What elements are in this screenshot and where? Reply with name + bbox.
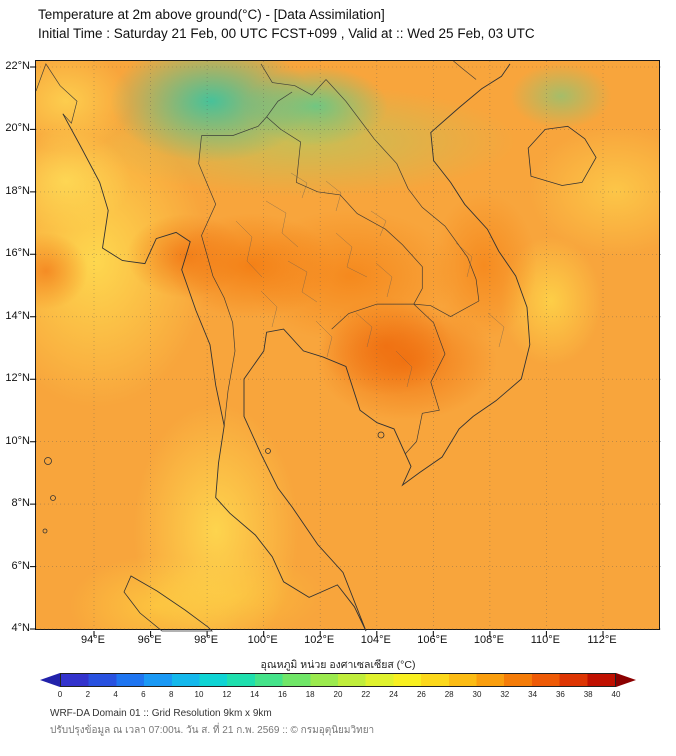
colorbar-tick: 28 [444, 690, 454, 699]
lat-tick-label: 12°N [5, 372, 30, 385]
golden-triangle-border [201, 116, 267, 136]
colorbar-tick: 0 [57, 690, 63, 699]
colorbar-tick: 26 [416, 690, 426, 699]
india-myanmar-border [35, 63, 78, 124]
colorbar-tick: 20 [333, 690, 343, 699]
mainland-coastline [62, 63, 531, 632]
lon-tick-label: 98°E [194, 634, 219, 646]
thailand-cambodia-border [331, 303, 414, 330]
lat-tick-label: 16°N [5, 247, 30, 260]
colorbar-gradient [60, 673, 616, 687]
china-vietnam-border [453, 60, 477, 80]
colorbar-tick-labels: 0 2 4 6 8 10 12 14 16 18 20 22 24 26 28 … [57, 690, 621, 700]
laos-vietnam-border [325, 79, 480, 302]
colorbar-tick: 14 [250, 690, 260, 699]
province-boundaries [235, 172, 505, 388]
koh-samui-island [265, 448, 271, 454]
andaman-island [50, 495, 56, 501]
colorbar-under-arrow [40, 673, 60, 687]
graticule-grid [36, 61, 661, 631]
axis-ticks [30, 66, 604, 637]
temperature-field [36, 61, 659, 629]
colorbar-tick: 32 [500, 690, 510, 699]
map-subtitle: Initial Time : Saturday 21 Feb, 00 UTC F… [38, 26, 535, 41]
lat-tick-label: 14°N [5, 309, 30, 322]
map-canvas [30, 60, 661, 637]
lat-tick-label: 20°N [5, 122, 30, 135]
lon-tick-label: 106°E [417, 634, 448, 646]
colorbar-over-arrow [616, 673, 636, 687]
lat-tick-label: 10°N [5, 434, 30, 447]
lat-tick-label: 18°N [5, 184, 30, 197]
laos-cambodia-border [413, 300, 480, 317]
colorbar-tick: 38 [583, 690, 593, 699]
colorbar-tick: 4 [113, 690, 118, 699]
colorbar-tick: 34 [528, 690, 538, 699]
lon-tick-label: 104°E [360, 634, 391, 646]
lon-tick-label: 110°E [530, 634, 561, 646]
myanmar-thailand-border [198, 135, 236, 426]
colorbar-tick: 36 [555, 690, 565, 699]
colorbar-tick: 6 [141, 690, 146, 699]
colorbar-tick: 16 [277, 690, 287, 699]
lat-tick-label: 8°N [11, 497, 30, 510]
footer-domain-info: WRF-DA Domain 01 :: Grid Resolution 9km … [50, 708, 272, 719]
map-title: Temperature at 2m above ground(°C) - [Da… [38, 7, 385, 22]
longitude-axis: 94°E 96°E 98°E 100°E 102°E 104°E 106°E 1… [35, 634, 660, 648]
thailand-laos-border [266, 116, 423, 305]
lon-tick-label: 112°E [587, 634, 617, 646]
lon-tick-label: 108°E [473, 634, 504, 646]
lat-tick-label: 6°N [11, 559, 30, 572]
colorbar-tick: 2 [85, 690, 91, 699]
colorbar-tick: 12 [222, 690, 232, 699]
colorbar-tick: 18 [305, 690, 315, 699]
china-laos-myanmar-border [260, 63, 327, 96]
andaman-island [44, 457, 52, 465]
lon-tick-label: 94°E [81, 634, 105, 646]
colorbar-tick: 8 [168, 690, 174, 699]
lon-tick-label: 96°E [137, 634, 162, 646]
latitude-axis: 22°N 20°N 18°N 16°N 14°N 12°N 10°N 8°N 6… [0, 60, 33, 634]
map-borders-overlay [30, 60, 661, 637]
colorbar [40, 673, 636, 687]
lon-tick-label: 102°E [304, 634, 335, 646]
sumatra-coastline [123, 575, 213, 632]
lat-tick-label: 4°N [11, 622, 30, 634]
colorbar-tick: 22 [361, 690, 371, 699]
cambodia-vietnam-border [405, 303, 446, 455]
colorbar-tick: 10 [194, 690, 204, 699]
lon-tick-label: 100°E [247, 634, 278, 646]
phu-quoc-island [377, 431, 385, 439]
lat-tick-label: 22°N [5, 60, 30, 72]
nicobar-island [42, 528, 48, 534]
colorbar-tick: 40 [611, 690, 621, 699]
hainan-island-outline [527, 125, 597, 186]
colorbar-title: อุณหภูมิ หน่วย องศาเซลเซียส (°C) [260, 659, 416, 671]
colorbar-tick: 24 [389, 690, 399, 699]
colorbar-tick: 30 [472, 690, 482, 699]
myanmar-laos-border [266, 91, 293, 118]
footer-update-info: ปรับปรุงข้อมูล ณ เวลา 07:00น. วัน ส. ที่… [50, 725, 375, 736]
